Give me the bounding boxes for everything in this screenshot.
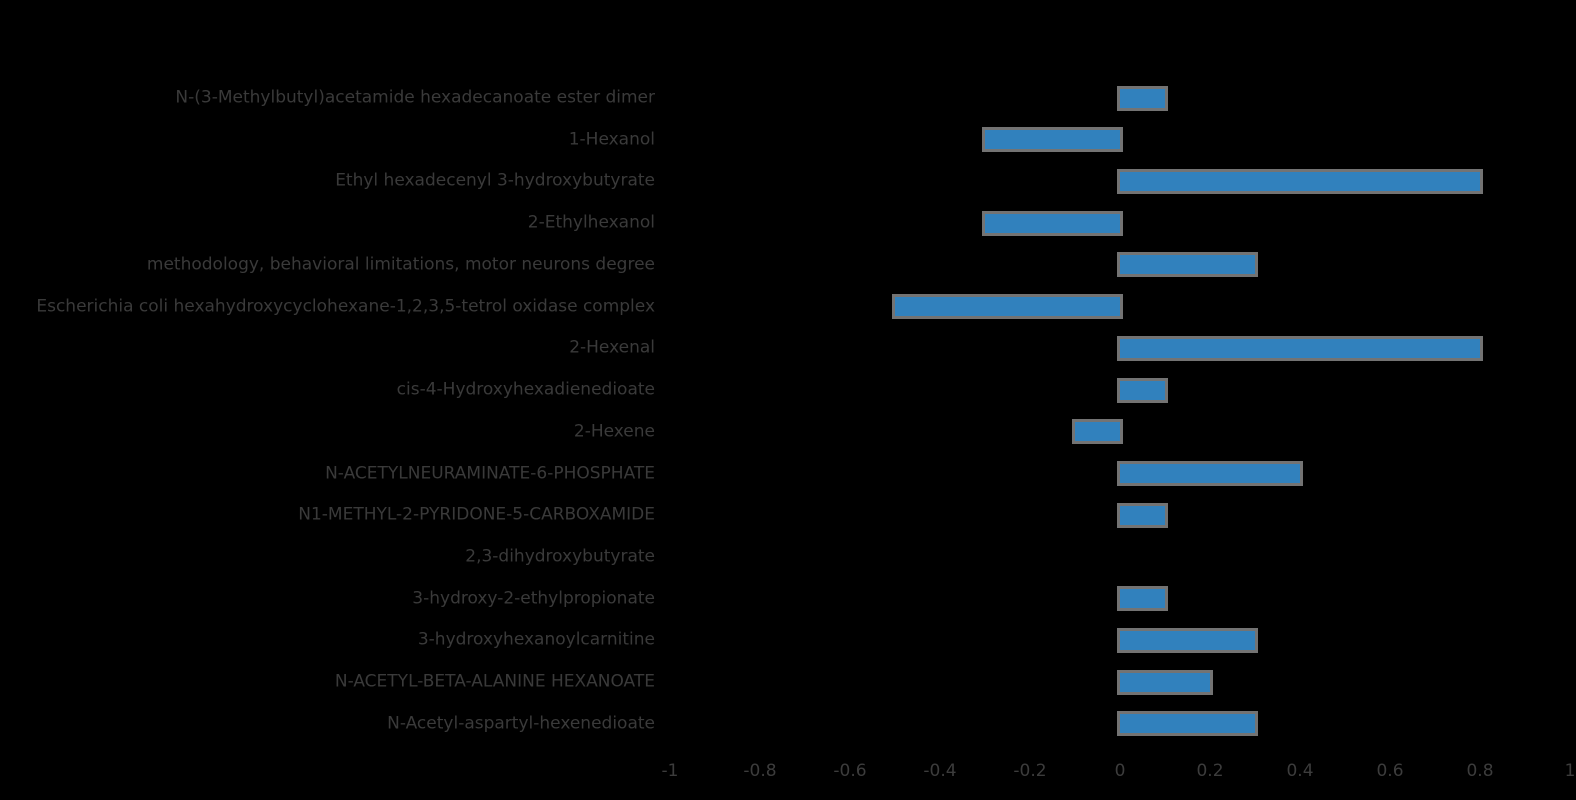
category-label: Ethyl hexadecenyl 3-hydroxybutyrate — [335, 170, 655, 191]
bar — [1117, 461, 1303, 487]
bar — [1117, 252, 1258, 278]
category-label: Escherichia coli hexahydroxycyclohexane-… — [36, 296, 655, 317]
x-tick-label: -0.8 — [743, 761, 777, 781]
x-tick-label: -0.6 — [833, 761, 867, 781]
bar — [892, 294, 1123, 320]
x-tick-label: 1 — [1564, 761, 1576, 781]
category-label: N1-METHYL-2-PYRIDONE-5-CARBOXAMIDE — [298, 504, 655, 525]
category-label: 2-Ethylhexanol — [527, 212, 655, 233]
bar — [1072, 419, 1123, 445]
category-label: cis-4-Hydroxyhexadienedioate — [396, 379, 655, 400]
bar — [1117, 586, 1168, 612]
category-label: 1-Hexanol — [568, 129, 655, 150]
category-label: N-ACETYLNEURAMINATE-6-PHOSPHATE — [325, 463, 655, 484]
category-label: methodology, behavioral limitations, mot… — [146, 254, 655, 275]
bar — [1117, 627, 1258, 653]
bar — [1117, 377, 1168, 403]
category-label: 2,3-dihydroxybutyrate — [465, 546, 655, 567]
bar — [1117, 335, 1483, 361]
category-label: N-(3-Methylbutyl)acetamide hexadecanoate… — [175, 87, 655, 108]
x-tick-label: 0.4 — [1286, 761, 1314, 781]
bar — [1117, 85, 1168, 111]
x-tick-label: -0.4 — [923, 761, 957, 781]
x-tick-label: 0.6 — [1376, 761, 1404, 781]
bar — [982, 210, 1123, 236]
bar — [1117, 669, 1213, 695]
bar — [1117, 168, 1483, 194]
x-tick-label: 0.8 — [1466, 761, 1494, 781]
bar — [1117, 711, 1258, 737]
category-label: N-ACETYL-BETA-ALANINE HEXANOATE — [334, 671, 655, 692]
bar — [982, 127, 1123, 153]
bar — [1117, 502, 1168, 528]
category-label: 3-hydroxy-2-ethylpropionate — [412, 588, 655, 609]
category-label: 2-Hexenal — [569, 337, 655, 358]
category-label: N-Acetyl-aspartyl-hexenedioate — [387, 713, 655, 734]
x-tick-label: -0.2 — [1013, 761, 1047, 781]
category-label: 2-Hexene — [573, 421, 655, 442]
x-tick-label: -1 — [661, 761, 679, 781]
x-tick-label: 0 — [1114, 761, 1126, 781]
category-label: 3-hydroxyhexanoylcarnitine — [417, 629, 655, 650]
x-tick-label: 0.2 — [1196, 761, 1224, 781]
